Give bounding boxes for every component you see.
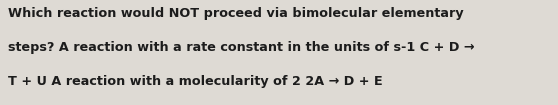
Text: Which reaction would NOT proceed via bimolecular elementary: Which reaction would NOT proceed via bim… bbox=[8, 7, 464, 20]
Text: steps? A reaction with a rate constant in the units of s-1 C + D →: steps? A reaction with a rate constant i… bbox=[8, 41, 475, 54]
Text: T + U A reaction with a molecularity of 2 2A → D + E: T + U A reaction with a molecularity of … bbox=[8, 75, 383, 88]
